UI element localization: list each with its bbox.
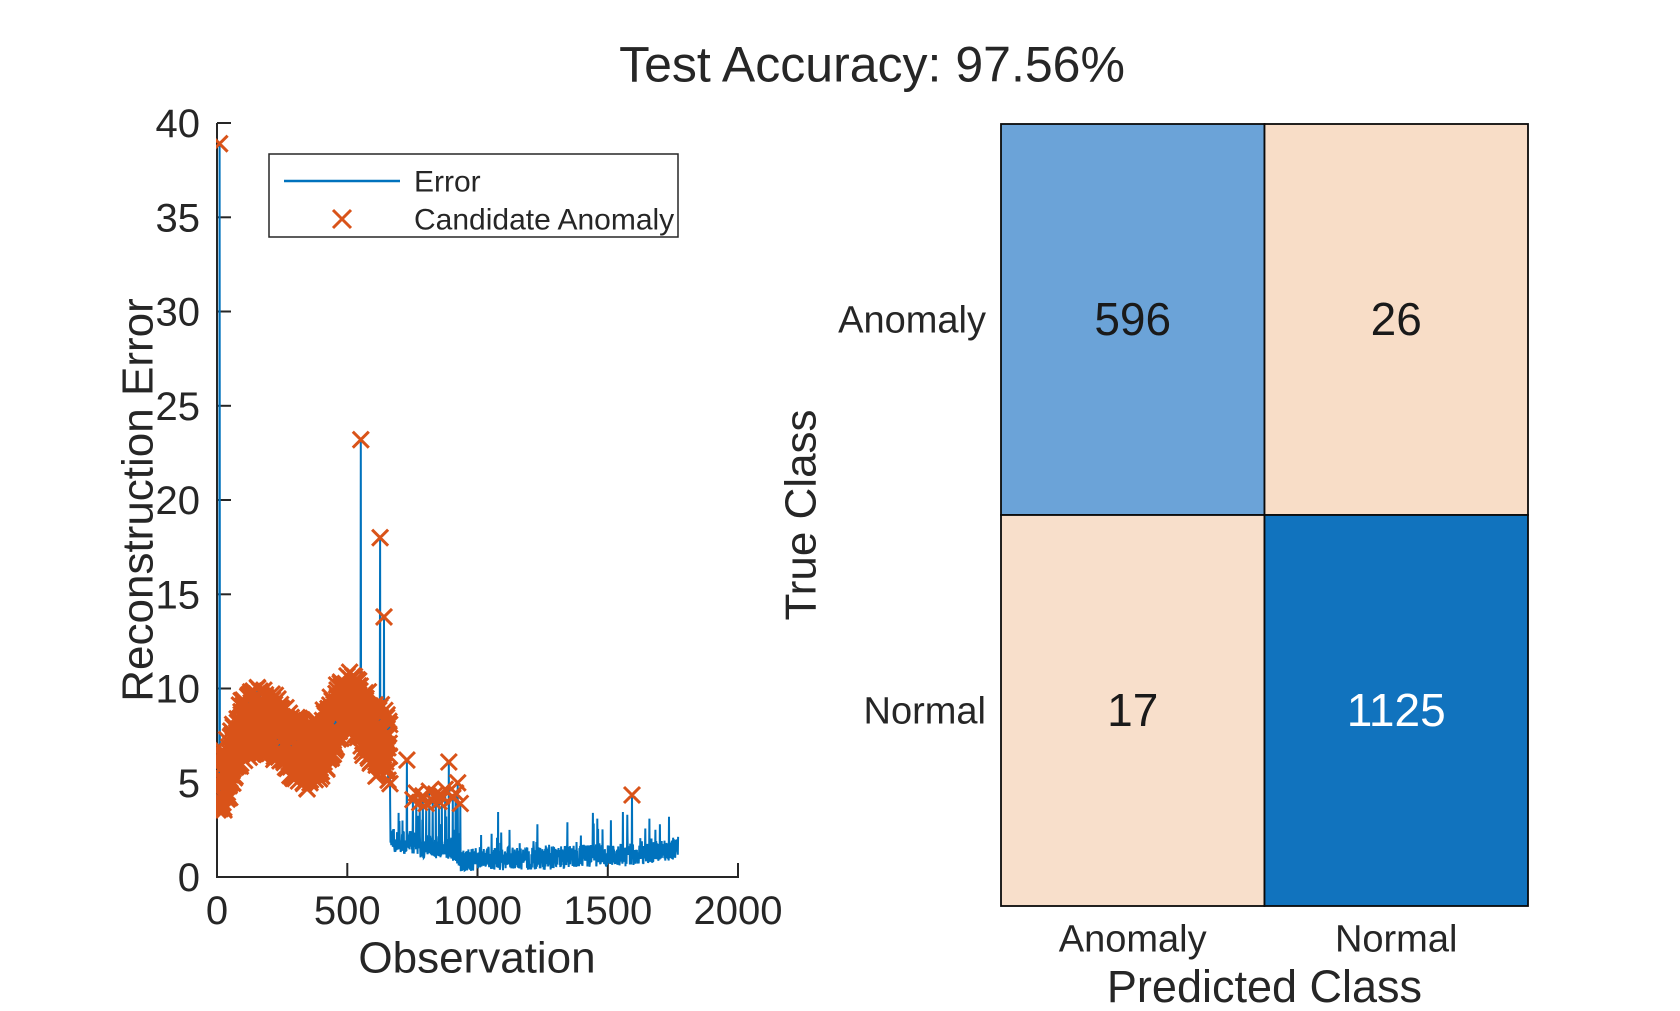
col-label-anomaly: Anomaly (1059, 918, 1207, 960)
confusion-y-axis-label: True Class (776, 409, 825, 620)
cell-value-26: 26 (1371, 293, 1422, 345)
legend-item-error: Error (284, 166, 481, 199)
confusion-row-labels: Anomaly Normal (838, 299, 986, 732)
confusion-cells (1000, 123, 1529, 907)
row-label-anomaly: Anomaly (838, 299, 986, 341)
y-tick-label: 0 (178, 856, 200, 900)
y-tick-label: 30 (156, 291, 201, 335)
legend-x-marker-icon (331, 208, 353, 230)
confusion-x-axis-label: Predicted Class (1107, 961, 1422, 1011)
x-tick-label: 1000 (433, 889, 522, 933)
col-label-normal: Normal (1335, 918, 1457, 960)
confusion-cell-values: 596 26 17 1125 (1094, 293, 1445, 736)
y-axis-label: Reconstruction Error (113, 298, 162, 701)
y-tick-label: 35 (156, 196, 201, 240)
row-label-normal: Normal (864, 690, 986, 732)
confusion-matrix: 596 26 17 1125 Anomaly Normal Anomaly No… (776, 123, 1529, 1011)
cell-anomaly-anomaly (1000, 123, 1266, 516)
x-tick-label: 0 (206, 889, 228, 933)
x-tick-label: 500 (314, 889, 381, 933)
y-tick-label: 5 (178, 762, 200, 806)
confusion-col-labels: Anomaly Normal (1059, 918, 1458, 960)
cell-normal-anomaly (1000, 514, 1266, 907)
candidate-anomaly-markers (216, 134, 642, 820)
y-tick-label: 25 (156, 385, 201, 429)
x-tick-label: 1500 (563, 889, 652, 933)
x-axis-label: Observation (358, 933, 595, 982)
y-tick-label: 20 (156, 479, 201, 523)
legend-label-candidate-anomaly: Candidate Anomaly (414, 204, 674, 237)
x-tick-labels: 0 500 1000 1500 2000 (206, 889, 783, 933)
legend-item-candidate-anomaly: Candidate Anomaly (331, 204, 674, 237)
y-tick-labels: 0 5 10 15 20 25 30 35 40 (156, 102, 201, 900)
cell-value-1125: 1125 (1347, 684, 1446, 736)
legend-label-error: Error (414, 166, 481, 199)
y-tick-label: 15 (156, 573, 201, 617)
figure-title: Test Accuracy: 97.56% (619, 37, 1125, 93)
plot-legend: Error Candidate Anomaly (268, 153, 679, 238)
cell-value-596: 596 (1094, 293, 1171, 345)
cell-normal-normal (1263, 514, 1529, 907)
cell-value-17: 17 (1107, 684, 1158, 736)
error-series-layer (216, 134, 680, 873)
cell-anomaly-normal (1263, 123, 1529, 516)
y-tick-label: 40 (156, 102, 201, 146)
x-tick-label: 2000 (694, 889, 783, 933)
y-tick-label: 10 (156, 668, 201, 712)
